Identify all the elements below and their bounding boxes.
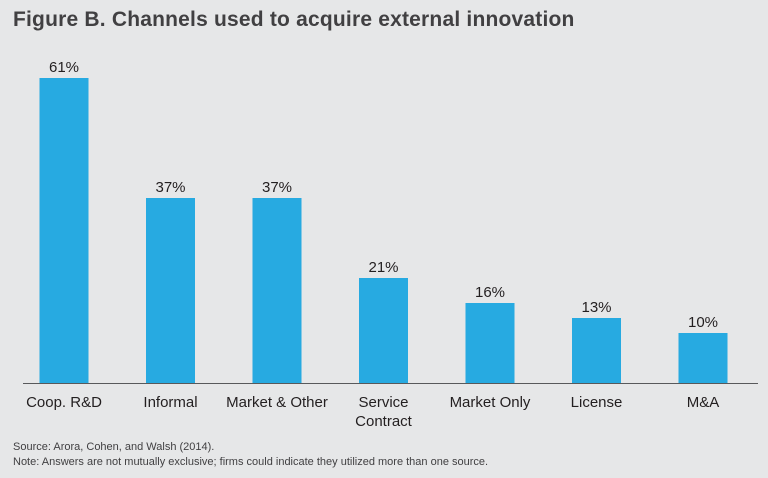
bar: [39, 78, 89, 383]
category-label: M&A: [687, 394, 720, 411]
category-label: Informal: [143, 394, 197, 411]
category-label: Coop. R&D: [26, 394, 102, 411]
data-label: 10%: [688, 314, 718, 331]
bar: [146, 198, 195, 383]
bar: [465, 303, 515, 383]
data-label: 37%: [155, 179, 185, 196]
chart-footer: Source: Arora, Cohen, and Walsh (2014). …: [13, 440, 488, 470]
data-label: 61%: [49, 59, 79, 76]
category-label: Service: [358, 394, 408, 411]
data-label: 37%: [262, 179, 292, 196]
category-label: Market & Other: [226, 394, 328, 411]
note-text: Note: Answers are not mutually exclusive…: [13, 456, 489, 468]
bar: [359, 278, 408, 383]
bar: [252, 198, 302, 383]
category-label: Market Only: [450, 394, 531, 411]
category-label: Contract: [355, 413, 413, 430]
data-label: 13%: [581, 299, 611, 316]
chart-title: Figure B. Channels used to acquire exter…: [13, 8, 575, 31]
category-label: License: [571, 394, 623, 411]
bar: [678, 333, 728, 383]
data-label: 21%: [368, 259, 398, 276]
data-label: 16%: [475, 284, 505, 301]
source-text: Source: Arora, Cohen, and Walsh (2014).: [13, 441, 215, 453]
bar: [572, 318, 621, 383]
